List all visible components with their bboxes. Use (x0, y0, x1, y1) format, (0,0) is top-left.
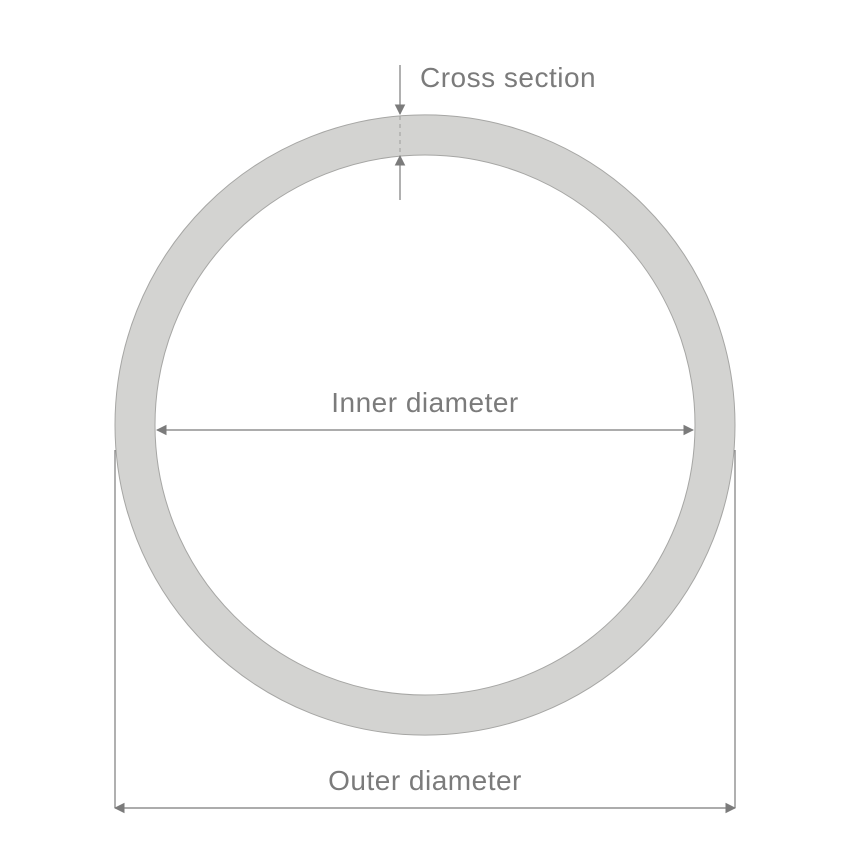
ring-annulus (115, 115, 735, 735)
cross-section-label: Cross section (420, 62, 596, 93)
outer-diameter-label: Outer diameter (328, 765, 522, 796)
inner-diameter-label: Inner diameter (331, 387, 519, 418)
ring-diagram: Cross section Inner diameter Outer diame… (0, 0, 850, 850)
